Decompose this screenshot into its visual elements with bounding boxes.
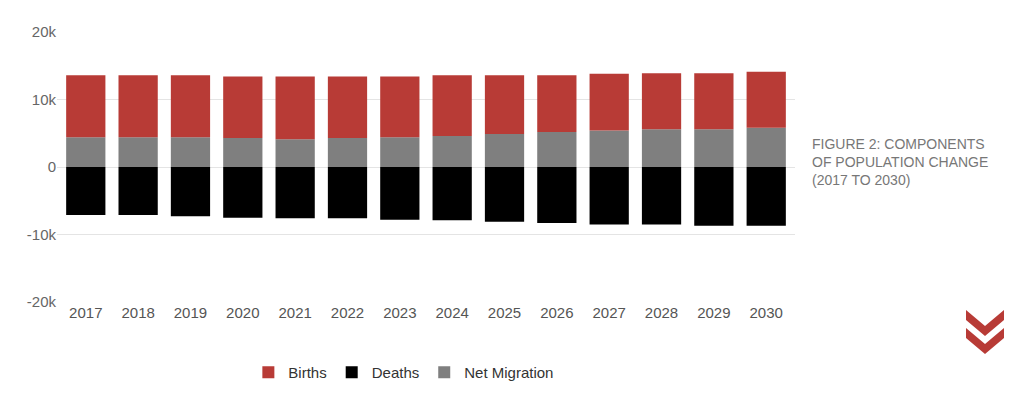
svg-text:2019: 2019 (174, 304, 207, 321)
svg-text:2023: 2023 (383, 304, 416, 321)
svg-text:2021: 2021 (278, 304, 311, 321)
svg-text:2017: 2017 (69, 304, 102, 321)
svg-text:2027: 2027 (593, 304, 626, 321)
svg-text:Deaths: Deaths (372, 364, 420, 381)
svg-text:2024: 2024 (435, 304, 468, 321)
svg-text:FIGURE 2: COMPONENTSOF POPULAT: FIGURE 2: COMPONENTSOF POPULATION CHANGE… (812, 136, 988, 188)
svg-text:2020: 2020 (226, 304, 259, 321)
svg-text:Births: Births (288, 364, 326, 381)
svg-text:-20k: -20k (27, 293, 57, 310)
svg-text:Net Migration: Net Migration (464, 364, 553, 381)
svg-text:2022: 2022 (331, 304, 364, 321)
svg-text:2030: 2030 (750, 304, 783, 321)
svg-text:2025: 2025 (488, 304, 521, 321)
svg-text:2018: 2018 (121, 304, 154, 321)
svg-text:2028: 2028 (645, 304, 678, 321)
svg-text:10k: 10k (32, 91, 57, 108)
svg-text:2029: 2029 (697, 304, 730, 321)
svg-text:20k: 20k (32, 23, 57, 40)
svg-text:-10k: -10k (27, 226, 57, 243)
svg-text:0: 0 (48, 158, 56, 175)
svg-text:2026: 2026 (540, 304, 573, 321)
